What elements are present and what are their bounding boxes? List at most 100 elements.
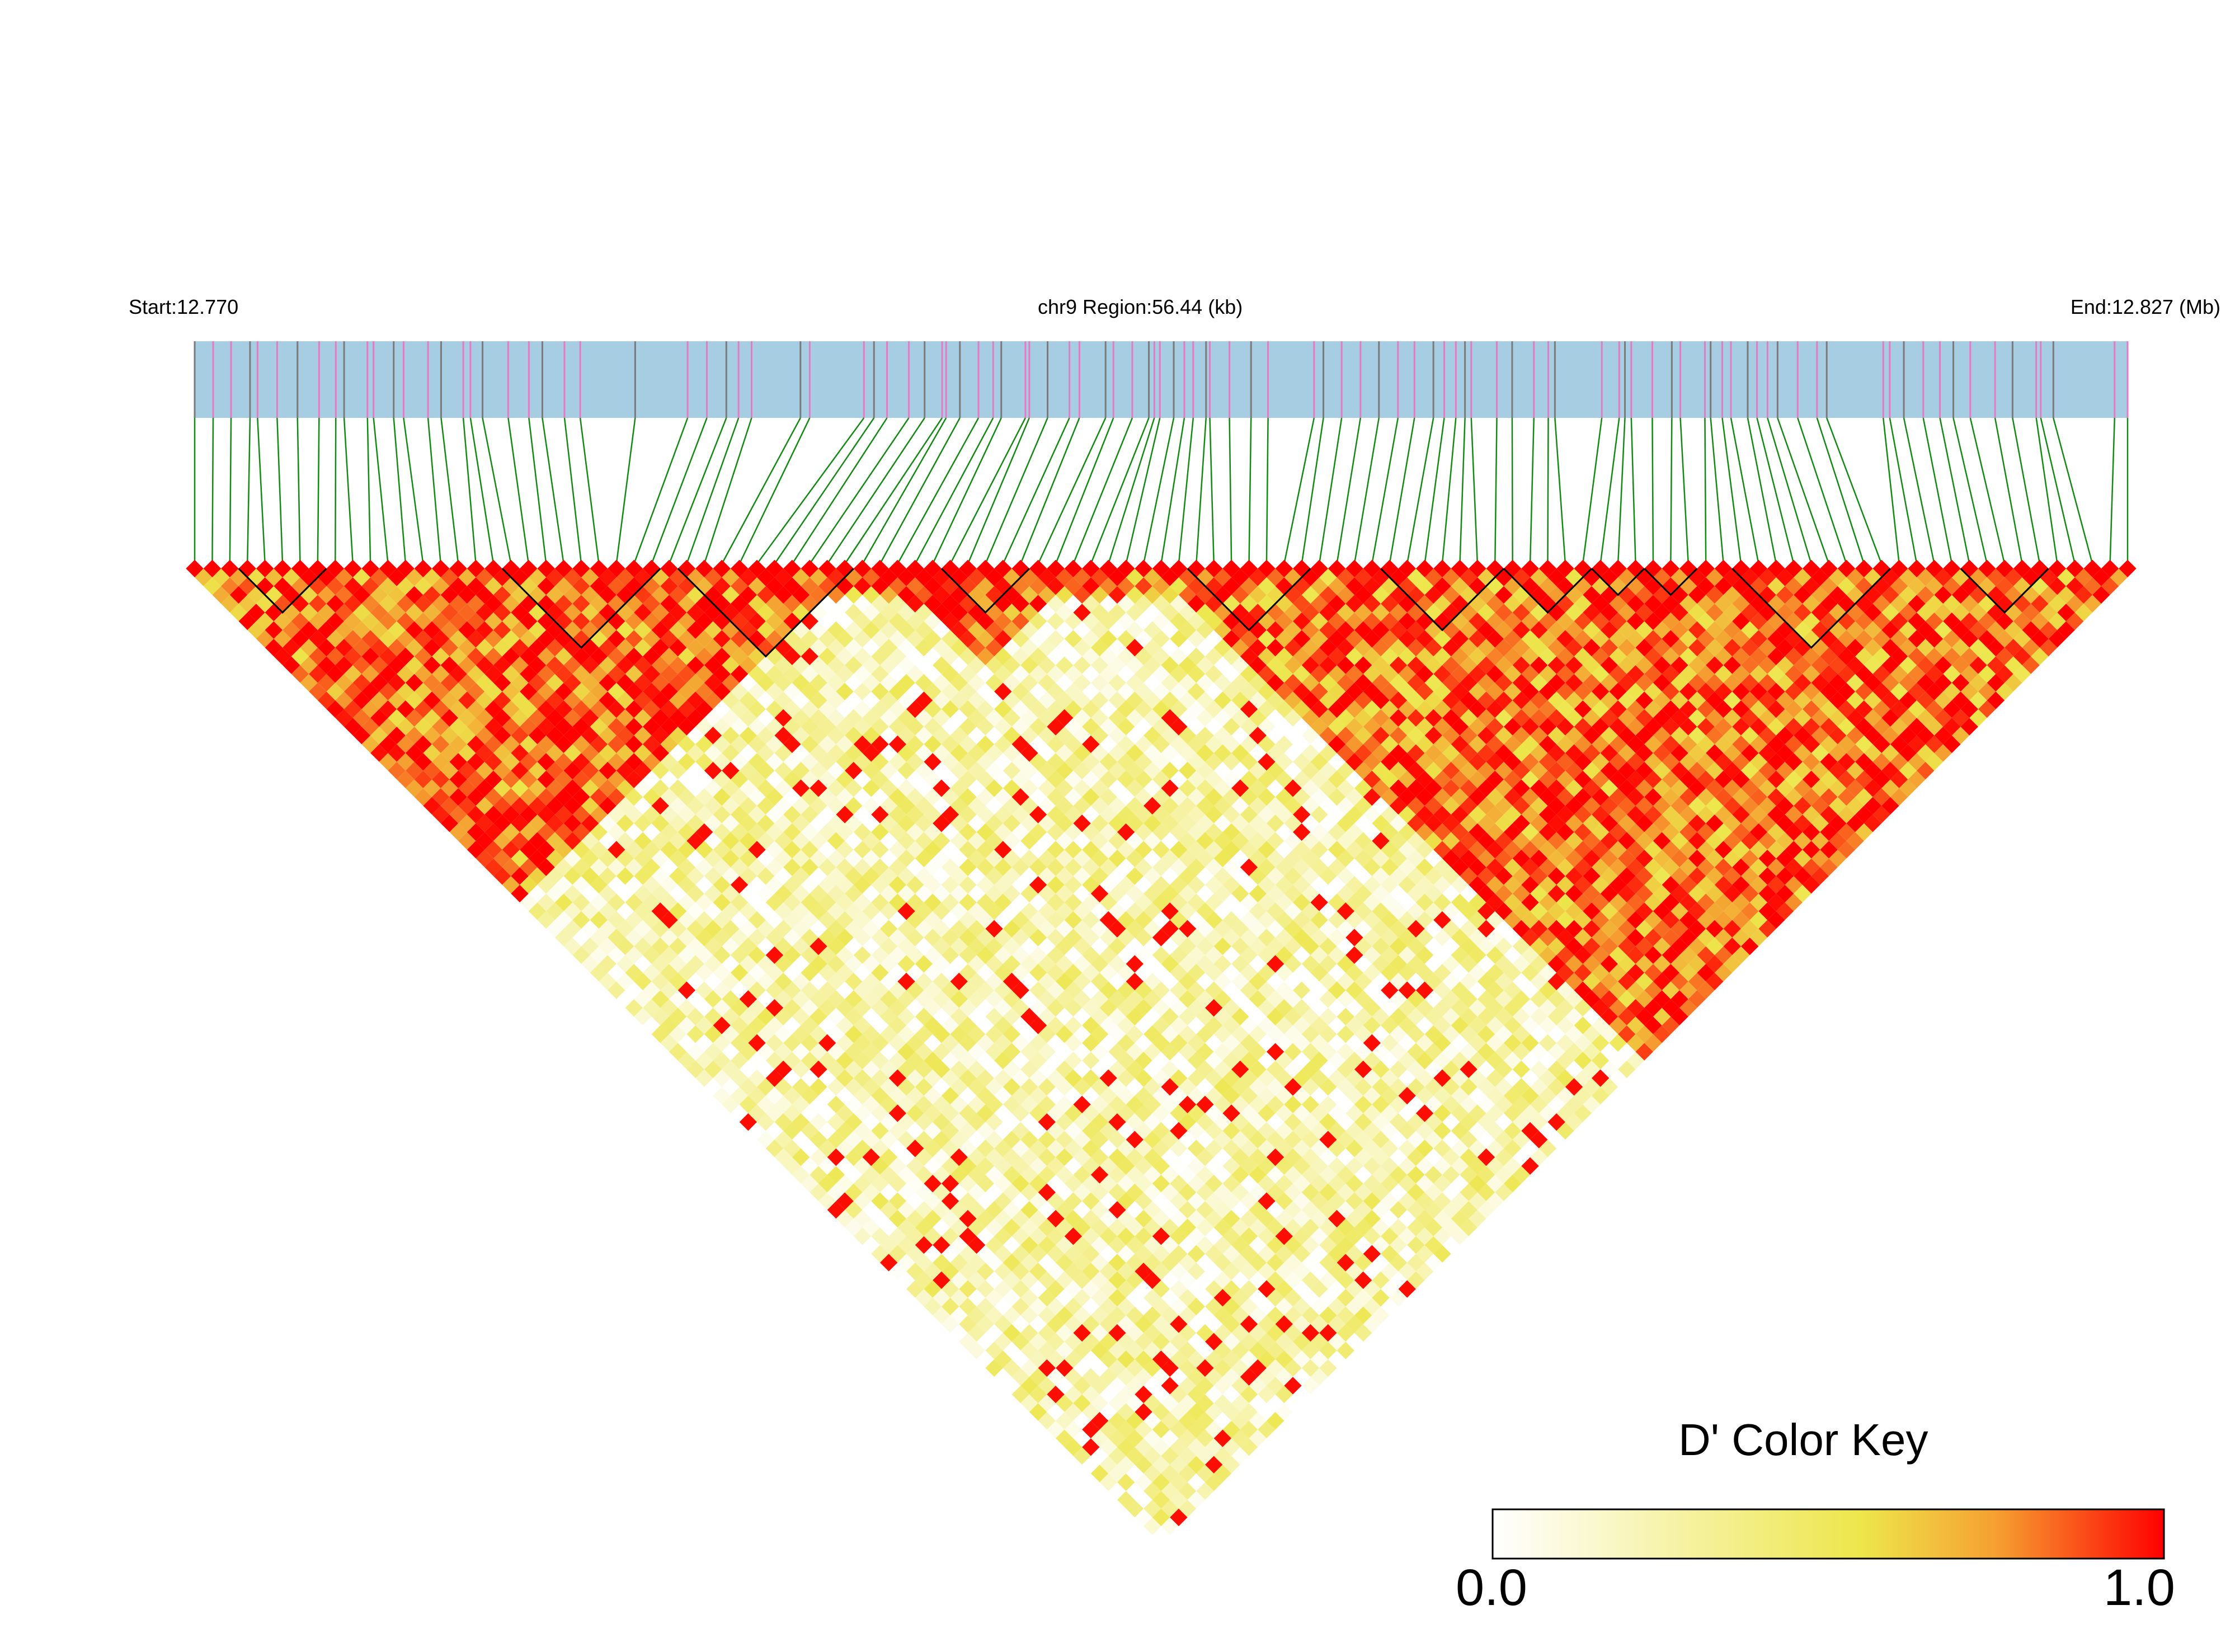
ld-cell [563, 674, 581, 692]
snp-connector [1883, 417, 1900, 573]
ld-cell [968, 1236, 986, 1254]
ld-cell [1222, 1209, 1240, 1228]
ld-cell [897, 1060, 915, 1079]
ld-cell [651, 638, 670, 657]
ld-cell [871, 893, 889, 911]
ld-cell [1090, 1201, 1109, 1219]
ld-cell [1064, 1385, 1083, 1404]
ld-cell [440, 815, 459, 832]
ld-cell [1108, 1429, 1126, 1447]
ld-cell [968, 1183, 986, 1202]
ld-cell [968, 1218, 986, 1236]
ld-cell [502, 735, 520, 754]
ld-cell [651, 815, 670, 832]
ld-cell [449, 612, 467, 630]
ld-cell [344, 683, 362, 700]
ld-cell [537, 718, 555, 736]
ld-cell [1170, 1262, 1188, 1281]
ld-cell [440, 604, 459, 622]
ld-cell [994, 1315, 1012, 1333]
ld-cell [818, 1016, 836, 1034]
snp-connector [579, 417, 600, 573]
ld-cell [1090, 1148, 1109, 1166]
ld-cell [968, 1148, 986, 1166]
ld-cell [370, 674, 388, 692]
ld-cell [537, 577, 555, 595]
ld-cell [546, 586, 564, 604]
snp-connector [1142, 417, 1175, 573]
ld-cell [625, 612, 643, 630]
ld-cell [449, 735, 467, 754]
ld-cell [546, 674, 564, 692]
ld-cell [432, 683, 450, 700]
ld-cell [563, 779, 581, 797]
snp-connector [1055, 417, 1114, 573]
ld-cell [625, 683, 643, 700]
ld-cell [344, 718, 362, 736]
ld-cell [405, 761, 424, 780]
ld-cell [677, 911, 696, 929]
ld-cell [528, 709, 547, 727]
ld-cell [1170, 1157, 1188, 1175]
ld-cell [476, 691, 493, 709]
ld-cell [405, 604, 424, 622]
snp-connector [1730, 417, 1759, 573]
ld-cell [968, 1043, 986, 1061]
ld-cell [537, 735, 555, 754]
snp-connectors [194, 417, 2129, 573]
ld-cell [493, 797, 511, 815]
ld-cell [1222, 1385, 1240, 1404]
ld-cell [581, 937, 599, 956]
ld-cell [845, 1183, 863, 1202]
ld-cell [1135, 1368, 1152, 1386]
ld-cell [563, 902, 581, 920]
ld-cell [915, 1289, 933, 1307]
ld-cell [677, 858, 696, 876]
ld-cell [897, 1166, 915, 1184]
ld-cell [370, 638, 388, 657]
ld-cell [414, 647, 432, 666]
ld-cell [1108, 1201, 1126, 1219]
ld-cell [1170, 1420, 1188, 1439]
ld-cell [537, 770, 555, 788]
ld-cell [1170, 1508, 1188, 1527]
ld-cell [625, 981, 643, 999]
ld-cell [968, 990, 986, 1008]
ld-cell [335, 586, 353, 604]
snp-connector [1617, 417, 1626, 573]
ld-cell [677, 683, 696, 700]
snp-connector [2012, 417, 2041, 573]
ld-cell [317, 586, 336, 604]
ld-cell [968, 1254, 986, 1272]
ld-cell [300, 621, 318, 639]
ld-cell [748, 1086, 766, 1105]
ld-cell [1170, 1350, 1188, 1368]
ld-cell [1108, 1236, 1126, 1254]
ld-cell [774, 937, 792, 956]
ld-cell [608, 823, 625, 841]
ld-cell [432, 770, 450, 788]
ld-cell [528, 691, 547, 709]
ld-cell [608, 929, 625, 947]
ld-cell [493, 604, 511, 622]
ld-cell [801, 788, 819, 806]
ld-cell [845, 1131, 863, 1149]
ld-cell [625, 858, 643, 876]
ld-cell [344, 612, 362, 630]
ld-cell [1135, 1297, 1152, 1316]
ld-cell [379, 700, 397, 718]
ld-cell [722, 832, 740, 850]
ld-cell [1222, 1420, 1240, 1439]
snp-connector [1229, 417, 1232, 573]
ld-cell [722, 709, 740, 727]
ld-cell [845, 1095, 863, 1113]
ld-cell [563, 744, 581, 762]
ld-cell [467, 700, 485, 718]
ld-cells [186, 559, 2137, 1544]
ld-cell [1108, 1166, 1126, 1184]
ld-cell [801, 911, 819, 929]
snp-connector [774, 417, 875, 573]
ld-cell [493, 867, 511, 885]
ld-cell [537, 788, 555, 806]
ld-cell [818, 823, 836, 841]
